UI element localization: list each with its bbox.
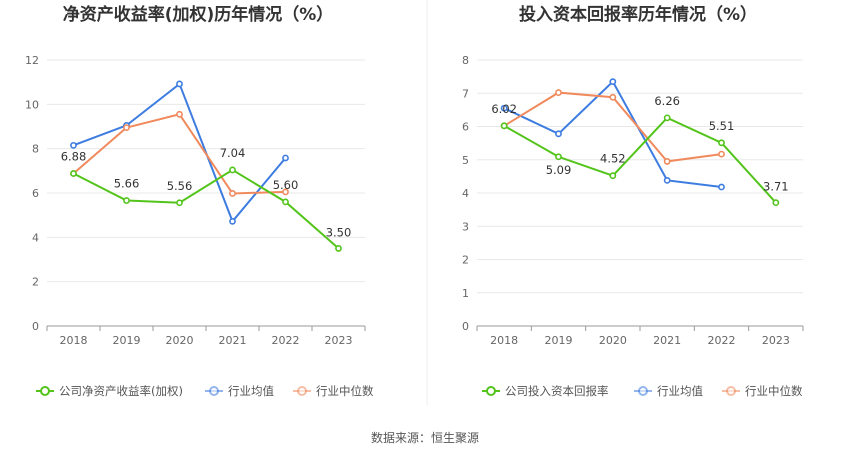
y-tick-label: 6 xyxy=(462,121,469,134)
legend-marker xyxy=(209,386,219,396)
y-tick-label: 4 xyxy=(32,231,39,244)
data-point xyxy=(718,150,725,158)
data-point xyxy=(282,154,289,162)
data-point xyxy=(335,245,342,252)
legend-marker xyxy=(486,386,496,396)
y-tick-label: 10 xyxy=(25,98,39,111)
data-point xyxy=(500,122,508,130)
y-tick-label: 8 xyxy=(32,143,39,156)
x-tick-label: 2019 xyxy=(113,334,141,347)
data-label: 5.09 xyxy=(546,163,572,177)
legend-label: 公司投入资本回报率 xyxy=(505,384,609,398)
legend-label: 行业均值 xyxy=(228,384,274,398)
y-tick-label: 8 xyxy=(462,54,469,67)
legend-label: 行业中位数 xyxy=(316,384,374,398)
data-point xyxy=(176,80,183,88)
series-line xyxy=(503,116,777,204)
x-tick-label: 2019 xyxy=(545,334,573,347)
legend-marker xyxy=(40,386,50,396)
y-tick-label: 4 xyxy=(462,187,469,200)
y-tick-label: 2 xyxy=(462,254,469,267)
y-tick-label: 0 xyxy=(462,320,469,333)
data-point xyxy=(555,89,562,96)
data-point xyxy=(70,141,77,149)
y-tick-label: 5 xyxy=(462,154,469,167)
series-line xyxy=(73,168,340,250)
data-point xyxy=(718,183,725,191)
data-label: 6.26 xyxy=(654,94,680,108)
data-point xyxy=(176,110,183,118)
data-label: 6.02 xyxy=(491,102,517,116)
data-point xyxy=(123,124,130,132)
roe-chart: 0 2 4 6 8 10 12 2018 2019 2020 2021 2022 2023 6.88 5.6… xyxy=(25,54,374,398)
data-label: 5.51 xyxy=(709,119,735,133)
y-tick-label: 12 xyxy=(25,54,39,67)
data-label: 4.52 xyxy=(600,152,626,166)
data-label: 3.71 xyxy=(763,180,789,194)
chart-title-1: 净资产收益率(加权)历年情况（%） xyxy=(63,4,334,25)
x-tick-label: 2023 xyxy=(762,334,790,347)
data-point xyxy=(663,176,671,184)
data-point xyxy=(229,217,236,225)
x-tick-label: 2022 xyxy=(708,334,736,347)
data-point xyxy=(282,198,289,206)
data-label: 6.88 xyxy=(61,149,87,163)
data-point xyxy=(500,104,508,112)
data-point xyxy=(282,188,289,196)
data-label: 5.60 xyxy=(273,178,299,192)
data-label: 3.50 xyxy=(326,225,352,239)
legend-label: 行业均值 xyxy=(657,384,703,398)
legend-marker xyxy=(726,386,736,396)
data-point xyxy=(555,153,562,161)
x-tick-label: 2021 xyxy=(653,334,681,347)
data-label: 5.56 xyxy=(167,179,193,193)
data-point xyxy=(123,197,130,204)
data-point xyxy=(663,158,671,165)
data-point xyxy=(555,130,562,138)
data-label: 5.66 xyxy=(114,177,140,191)
data-label: 7.04 xyxy=(220,146,246,160)
roic-chart: 0 1 2 3 4 5 6 7 8 2018 2019 2020 2021 2022 2023 6.02 5.0… xyxy=(462,54,804,398)
legend-label: 行业中位数 xyxy=(745,384,803,398)
data-point xyxy=(663,114,671,122)
x-tick-label: 2023 xyxy=(325,334,353,347)
y-tick-label: 7 xyxy=(462,87,469,100)
data-point xyxy=(229,190,236,197)
y-tick-label: 0 xyxy=(32,320,39,333)
x-tick-label: 2020 xyxy=(166,334,194,347)
data-point xyxy=(176,199,183,207)
data-point xyxy=(609,78,617,86)
y-tick-label: 2 xyxy=(32,276,39,289)
chart-title-2: 投入资本回报率历年情况（%） xyxy=(519,4,757,25)
data-point xyxy=(70,170,77,177)
data-point xyxy=(718,139,725,147)
y-tick-label: 3 xyxy=(462,220,469,233)
data-point xyxy=(772,199,780,207)
data-point xyxy=(609,172,617,180)
x-tick-label: 2018 xyxy=(60,334,88,347)
data-point xyxy=(229,166,236,174)
legend-marker xyxy=(638,386,648,396)
x-tick-label: 2018 xyxy=(490,334,518,347)
y-tick-label: 6 xyxy=(32,187,39,200)
x-tick-label: 2020 xyxy=(599,334,627,347)
data-point xyxy=(609,93,617,101)
legend-marker xyxy=(297,386,307,396)
x-tick-label: 2022 xyxy=(272,334,300,347)
x-tick-label: 2021 xyxy=(219,334,247,347)
legend-label: 公司净资产收益率(加权) xyxy=(59,384,183,398)
y-tick-label: 1 xyxy=(462,287,469,300)
data-source: 数据来源：恒生聚源 xyxy=(371,430,479,445)
